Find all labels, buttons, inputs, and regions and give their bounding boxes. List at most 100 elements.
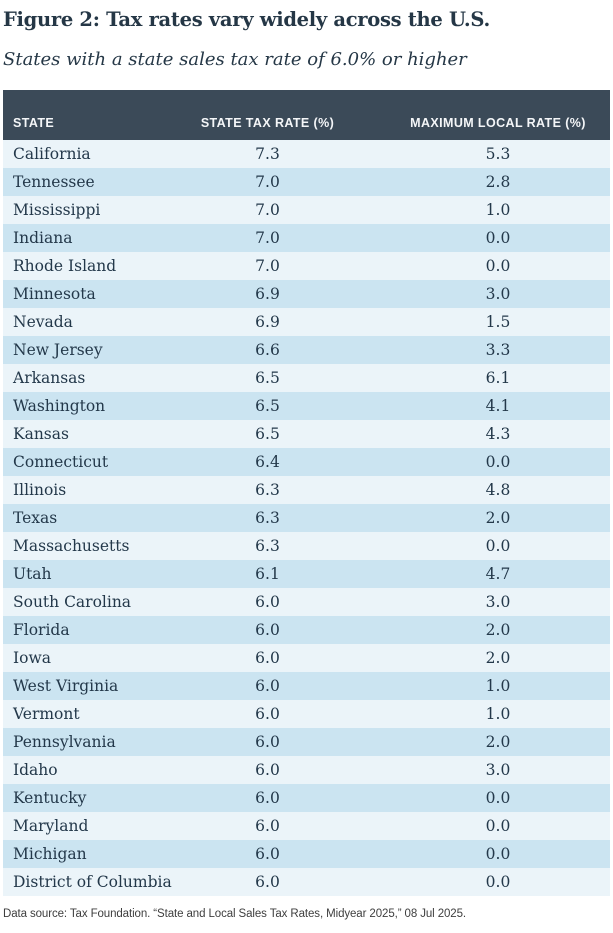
cell-state-tax-rate: 7.0: [255, 229, 280, 247]
table-row: Indiana 7.0 0.0: [3, 224, 610, 252]
cell-state-name: Texas: [13, 509, 58, 527]
cell-state-tax-rate: 6.4: [255, 453, 280, 471]
cell-state-name: Nevada: [13, 313, 73, 331]
cell-state-name: Idaho: [13, 761, 58, 779]
cell-state-tax-rate: 7.0: [255, 201, 280, 219]
cell-state-name: New Jersey: [13, 341, 103, 359]
table-row: Idaho 6.0 3.0: [3, 756, 610, 784]
cell-state-name: Kentucky: [13, 789, 87, 807]
cell-maximum-local-rate: 0.0: [485, 537, 511, 555]
cell-maximum-local-rate: 1.5: [485, 313, 511, 331]
cell-state-name: Florida: [13, 621, 70, 639]
cell-maximum-local-rate: 0.0: [485, 257, 511, 275]
table-row: Pennsylvania 6.0 2.0: [3, 728, 610, 756]
cell-maximum-local-rate: 1.0: [485, 201, 511, 219]
table-row: South Carolina 6.0 3.0: [3, 588, 610, 616]
cell-maximum-local-rate: 0.0: [485, 845, 511, 863]
cell-maximum-local-rate: 3.0: [485, 761, 511, 779]
cell-state-name: District of Columbia: [13, 873, 172, 891]
cell-state-tax-rate: 6.3: [255, 509, 280, 527]
cell-state-name: Massachusetts: [13, 537, 130, 555]
cell-state-tax-rate: 6.0: [255, 649, 280, 667]
cell-maximum-local-rate: 4.7: [485, 565, 511, 583]
table-row: Illinois 6.3 4.8: [3, 476, 610, 504]
header-row: STATE STATE TAX RATE (%) MAXIMUM LOCAL R…: [3, 90, 610, 140]
cell-state-tax-rate: 6.0: [255, 817, 280, 835]
table-row: Iowa 6.0 2.0: [3, 644, 610, 672]
cell-state-name: Indiana: [13, 229, 73, 247]
cell-state-name: South Carolina: [13, 593, 132, 611]
table-row: Tennessee 7.0 2.8: [3, 168, 610, 196]
cell-state-tax-rate: 6.0: [255, 705, 280, 723]
cell-state-name: Vermont: [13, 705, 80, 723]
cell-state-tax-rate: 6.0: [255, 733, 280, 751]
cell-state-name: Connecticut: [13, 453, 109, 471]
tax-table-body: California 7.3 5.3 Tennessee 7.0 2.8 Mississip…: [3, 140, 610, 896]
cell-maximum-local-rate: 0.0: [485, 789, 511, 807]
cell-state-tax-rate: 6.3: [255, 537, 280, 555]
cell-maximum-local-rate: 2.0: [485, 733, 511, 751]
cell-maximum-local-rate: 2.0: [485, 649, 511, 667]
cell-state-name: Pennsylvania: [13, 733, 116, 751]
cell-state-tax-rate: 6.5: [255, 425, 280, 443]
table-row: Massachusetts 6.3 0.0: [3, 532, 610, 560]
figure-subtitle: States with a state sales tax rate of 6.…: [3, 49, 467, 70]
cell-maximum-local-rate: 0.0: [485, 873, 511, 891]
cell-maximum-local-rate: 2.0: [485, 621, 511, 639]
table-row: Kentucky 6.0 0.0: [3, 784, 610, 812]
tax-rates-table: STATE STATE TAX RATE (%) MAXIMUM LOCAL R…: [3, 90, 610, 896]
column-header-state: STATE: [3, 90, 149, 140]
cell-state-tax-rate: 6.0: [255, 873, 280, 891]
table-row: Texas 6.3 2.0: [3, 504, 610, 532]
cell-state-name: West Virginia: [13, 677, 119, 695]
table-row: California 7.3 5.3: [3, 140, 610, 168]
cell-maximum-local-rate: 3.3: [485, 341, 511, 359]
table-row: Florida 6.0 2.0: [3, 616, 610, 644]
cell-state-tax-rate: 6.0: [255, 761, 280, 779]
cell-state-name: Washington: [13, 397, 106, 415]
table-row: District of Columbia 6.0 0.0: [3, 868, 610, 896]
cell-maximum-local-rate: 3.0: [485, 285, 511, 303]
cell-maximum-local-rate: 3.0: [485, 593, 511, 611]
cell-maximum-local-rate: 4.3: [485, 425, 511, 443]
cell-maximum-local-rate: 4.1: [485, 397, 511, 415]
table-row: Kansas 6.5 4.3: [3, 420, 610, 448]
cell-state-name: Kansas: [13, 425, 69, 443]
cell-state-tax-rate: 7.0: [255, 173, 280, 191]
cell-state-name: Tennessee: [13, 173, 95, 191]
column-header-state-tax-rate: STATE TAX RATE (%): [149, 90, 386, 140]
cell-maximum-local-rate: 0.0: [485, 817, 511, 835]
cell-state-tax-rate: 6.9: [255, 313, 280, 331]
cell-maximum-local-rate: 2.0: [485, 509, 511, 527]
table-row: Connecticut 6.4 0.0: [3, 448, 610, 476]
cell-maximum-local-rate: 0.0: [485, 453, 511, 471]
tax-table-header: STATE STATE TAX RATE (%) MAXIMUM LOCAL R…: [3, 90, 610, 140]
table-row: New Jersey 6.6 3.3: [3, 336, 610, 364]
table-row: Utah 6.1 4.7: [3, 560, 610, 588]
cell-state-tax-rate: 6.0: [255, 677, 280, 695]
cell-state-tax-rate: 6.0: [255, 621, 280, 639]
cell-state-tax-rate: 6.6: [255, 341, 280, 359]
cell-state-tax-rate: 6.3: [255, 481, 280, 499]
cell-maximum-local-rate: 6.1: [485, 369, 511, 387]
column-header-maximum-local-rate: MAXIMUM LOCAL RATE (%): [386, 90, 610, 140]
cell-maximum-local-rate: 1.0: [485, 705, 511, 723]
cell-state-tax-rate: 6.0: [255, 593, 280, 611]
figure-title: Figure 2: Tax rates vary widely across t…: [3, 8, 490, 31]
cell-maximum-local-rate: 1.0: [485, 677, 511, 695]
table-row: Washington 6.5 4.1: [3, 392, 610, 420]
table-row: Nevada 6.9 1.5: [3, 308, 610, 336]
cell-state-name: Utah: [13, 565, 52, 583]
data-source-note: Data source: Tax Foundation. “State and …: [3, 908, 466, 920]
cell-state-tax-rate: 6.9: [255, 285, 280, 303]
table-row: Maryland 6.0 0.0: [3, 812, 610, 840]
cell-state-tax-rate: 7.3: [255, 145, 280, 163]
table-row: Minnesota 6.9 3.0: [3, 280, 610, 308]
cell-maximum-local-rate: 0.0: [485, 229, 511, 247]
cell-maximum-local-rate: 2.8: [485, 173, 511, 191]
cell-maximum-local-rate: 4.8: [485, 481, 511, 499]
cell-state-tax-rate: 7.0: [255, 257, 280, 275]
table-row: Arkansas 6.5 6.1: [3, 364, 610, 392]
cell-maximum-local-rate: 5.3: [485, 145, 511, 163]
